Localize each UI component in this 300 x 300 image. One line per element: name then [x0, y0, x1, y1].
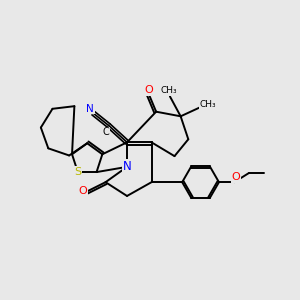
- Text: CH₃: CH₃: [200, 100, 217, 109]
- Text: CH₃: CH₃: [160, 86, 177, 95]
- Text: N: N: [86, 103, 94, 114]
- Text: O: O: [231, 172, 240, 182]
- Text: O: O: [78, 186, 87, 197]
- Text: N: N: [123, 160, 131, 173]
- Text: O: O: [144, 85, 153, 95]
- Text: S: S: [74, 167, 81, 177]
- Text: C: C: [103, 128, 110, 137]
